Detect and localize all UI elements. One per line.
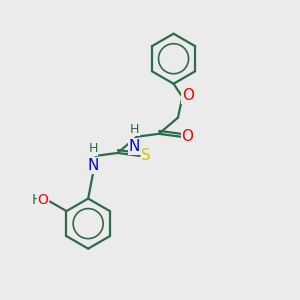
Text: O: O [182,129,194,144]
Text: H: H [31,193,42,207]
Text: S: S [141,148,151,163]
Text: O: O [182,88,194,103]
Text: O: O [38,193,48,207]
Text: N: N [88,158,99,173]
Text: H: H [130,123,139,136]
Text: H: H [88,142,98,155]
Text: N: N [129,139,140,154]
